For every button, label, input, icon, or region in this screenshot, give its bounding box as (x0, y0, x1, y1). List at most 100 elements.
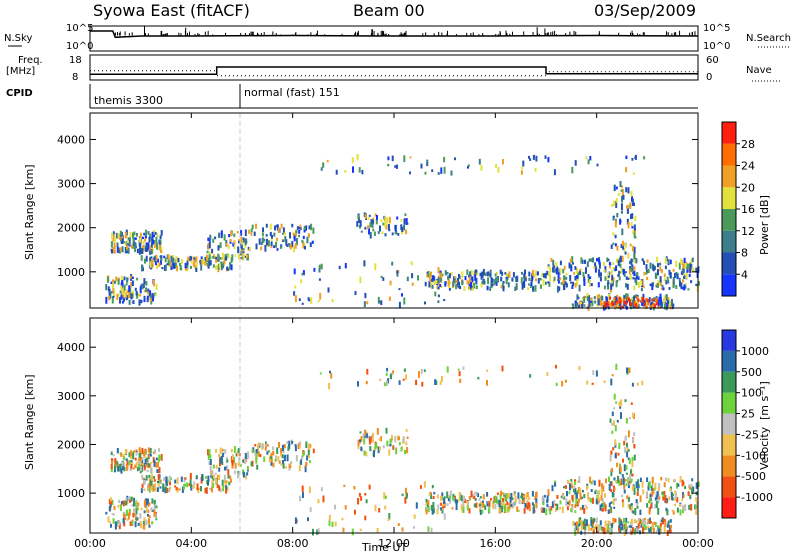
scatter-point (601, 507, 604, 512)
scatter-point (621, 474, 624, 478)
scatter-point (612, 517, 615, 523)
scatter-point (582, 520, 585, 525)
scatter-point (328, 514, 331, 522)
scatter-point (621, 499, 624, 503)
scatter-point (443, 156, 446, 163)
scatter-point (532, 154, 535, 160)
scatter-point (448, 284, 451, 289)
scatter-point (611, 374, 614, 377)
scatter-point (607, 303, 610, 307)
scatter-point (358, 167, 361, 173)
scatter-point (431, 485, 434, 489)
scatter-point (610, 269, 613, 275)
scatter-point (610, 489, 613, 493)
scatter-point (514, 495, 517, 502)
scatter-point (626, 205, 629, 209)
scatter-point (318, 278, 321, 281)
scatter-point (138, 240, 141, 247)
scatter-point (576, 294, 579, 301)
scatter-point (288, 243, 291, 247)
scatter-point (126, 244, 129, 250)
scatter-point (205, 476, 208, 479)
scatter-point (427, 270, 430, 277)
scatter-point (154, 483, 157, 488)
scatter-point (437, 300, 440, 304)
scatter-point (657, 305, 660, 309)
scatter-point (110, 241, 113, 248)
scatter-point (217, 245, 220, 251)
scatter-point (585, 267, 587, 274)
scatter-point (131, 504, 134, 507)
scatter-point (658, 496, 661, 500)
scatter-point (664, 495, 667, 501)
scatter-point (461, 271, 464, 278)
scatter-point (649, 520, 652, 524)
scatter-point (666, 509, 669, 516)
scatter-point (294, 517, 297, 524)
scatter-point (652, 488, 655, 494)
scatter-point (549, 274, 552, 281)
scatter-point (351, 528, 354, 536)
scatter-point (357, 381, 359, 387)
scatter-point (607, 293, 610, 301)
scatter-point (504, 493, 507, 499)
scatter-point (130, 464, 133, 469)
scatter-point (147, 231, 150, 235)
scatter-point (633, 252, 636, 260)
scatter-point (147, 463, 150, 467)
scatter-point (466, 505, 469, 511)
scatter-point (214, 472, 217, 475)
scatter-point (120, 501, 123, 505)
scatter-point (107, 516, 110, 523)
scatter-point (592, 528, 595, 534)
scatter-point (494, 273, 497, 277)
scatter-point (648, 498, 651, 503)
scatter-point (534, 285, 537, 292)
scatter-point (632, 277, 635, 280)
scatter-point (501, 365, 504, 372)
scatter-point (306, 236, 309, 244)
scatter-point (695, 267, 698, 273)
scatter-point (153, 233, 155, 238)
scatter-point (145, 502, 148, 506)
scatter-point (418, 371, 420, 378)
scatter-point (510, 503, 513, 507)
scatter-point (415, 379, 418, 386)
scatter-point (631, 198, 634, 203)
scatter-point (524, 503, 527, 508)
scatter-point (534, 270, 537, 277)
scatter-point (660, 519, 663, 523)
scatter-point (230, 448, 233, 453)
scatter-point (576, 521, 578, 526)
scatter-point (556, 267, 559, 273)
scatter-point (548, 281, 551, 287)
scatter-point (212, 238, 215, 243)
scatter-point (586, 261, 589, 268)
scatter-point (112, 454, 115, 457)
scatter-point (431, 169, 434, 172)
scatter-point (433, 491, 436, 495)
scatter-point (319, 292, 322, 300)
scatter-point (145, 281, 148, 286)
scatter-point (240, 236, 243, 243)
scatter-point (424, 281, 427, 287)
scatter-point (612, 277, 615, 282)
scatter-point (154, 232, 157, 235)
scatter-point (449, 495, 452, 500)
scatter-point (675, 272, 678, 278)
scatter-point (667, 478, 670, 483)
scatter-point (328, 519, 331, 526)
scatter-point (618, 480, 621, 486)
scatter-point (672, 303, 675, 307)
scatter-point (195, 266, 198, 272)
scatter-point (152, 297, 154, 302)
scatter-point (304, 245, 306, 250)
scatter-point (249, 247, 251, 251)
scatter-point (552, 279, 555, 283)
scatter-point (375, 218, 378, 225)
scatter-point (187, 256, 190, 262)
scatter-point (572, 281, 575, 286)
scatter-point (392, 445, 395, 450)
scatter-point (515, 278, 518, 283)
scatter-point (391, 232, 394, 236)
